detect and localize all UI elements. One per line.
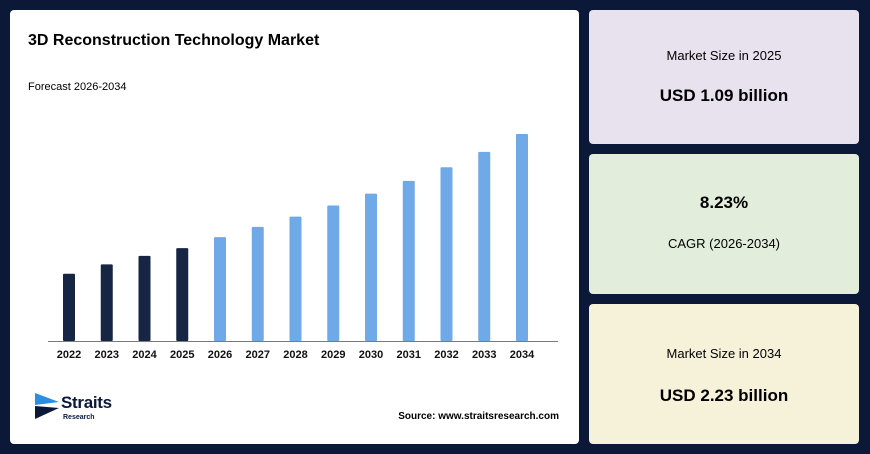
bar-2027 [251,226,264,341]
bar-2033 [478,151,491,341]
bar-2024 [138,255,151,341]
bar-2030 [365,193,377,341]
chart-panel: 3D Reconstruction Technology Market Fore… [10,10,579,444]
x-tick-label-2025: 2025 [170,349,194,361]
bar-2032 [440,167,453,341]
bar-2029 [327,205,340,341]
card-label: CAGR (2026-2034) [668,236,780,251]
x-tick-label-2026: 2026 [208,349,232,361]
market-size-2034-card: Market Size in 2034 USD 2.23 billion [589,304,859,444]
x-tick-label-2033: 2033 [472,349,496,361]
bar-2025 [176,248,189,341]
x-tick-label-2031: 2031 [397,349,421,361]
bar-2022 [63,273,75,341]
bar-chart: 2022 2023 2024 2025 2026 2027 2028 2029 2030 2031… [48,134,558,361]
x-tick-label-2029: 2029 [321,349,345,361]
card-label: Market Size in 2025 [666,48,782,63]
x-tick-label-2024: 2024 [132,349,157,361]
x-tick-label-2032: 2032 [434,349,458,361]
card-value: 8.23% [699,193,749,212]
cagr-card: 8.23% CAGR (2026-2034) [589,154,859,294]
bar-2031 [402,180,415,341]
bar-2028 [289,216,302,341]
bar-2023 [100,264,113,341]
x-tick-label-2027: 2027 [246,349,270,361]
straits-logo-icon [35,393,59,419]
straits-logo: Straits Research [35,391,145,431]
x-tick-label-2023: 2023 [95,349,119,361]
x-tick-label-2034: 2034 [510,349,535,361]
chart-title: 3D Reconstruction Technology Market [28,32,320,49]
card-value: USD 1.09 billion [659,86,789,105]
x-tick-label-2028: 2028 [283,349,307,361]
card-label: Market Size in 2034 [666,346,782,361]
logo-subtext: Research [63,414,95,421]
bar-2034 [516,134,528,341]
x-tick-label-2030: 2030 [359,349,383,361]
source-text: Source: www.straitsresearch.com [398,411,559,422]
market-size-2025-card: Market Size in 2025 USD 1.09 billion [589,10,859,144]
x-tick-label-2022: 2022 [57,349,81,361]
bar-2026 [214,237,226,341]
chart-subtitle: Forecast 2026-2034 [28,81,127,93]
card-value: USD 2.23 billion [659,386,789,405]
logo-name: Straits [61,393,112,412]
